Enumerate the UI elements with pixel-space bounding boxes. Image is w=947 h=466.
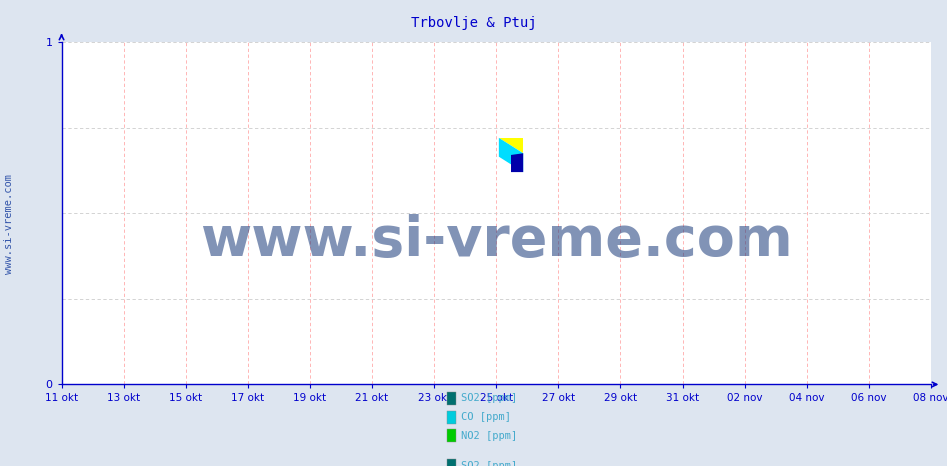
Text: SO2 [ppm]: SO2 [ppm] — [461, 393, 517, 404]
Text: www.si-vreme.com: www.si-vreme.com — [5, 174, 14, 274]
Polygon shape — [511, 153, 523, 172]
Text: CO [ppm]: CO [ppm] — [461, 412, 511, 422]
Text: Trbovlje & Ptuj: Trbovlje & Ptuj — [411, 16, 536, 30]
Text: www.si-vreme.com: www.si-vreme.com — [200, 213, 793, 267]
Text: SO2 [ppm]: SO2 [ppm] — [461, 461, 517, 466]
Polygon shape — [499, 138, 523, 153]
Text: NO2 [ppm]: NO2 [ppm] — [461, 431, 517, 441]
Polygon shape — [499, 138, 523, 172]
